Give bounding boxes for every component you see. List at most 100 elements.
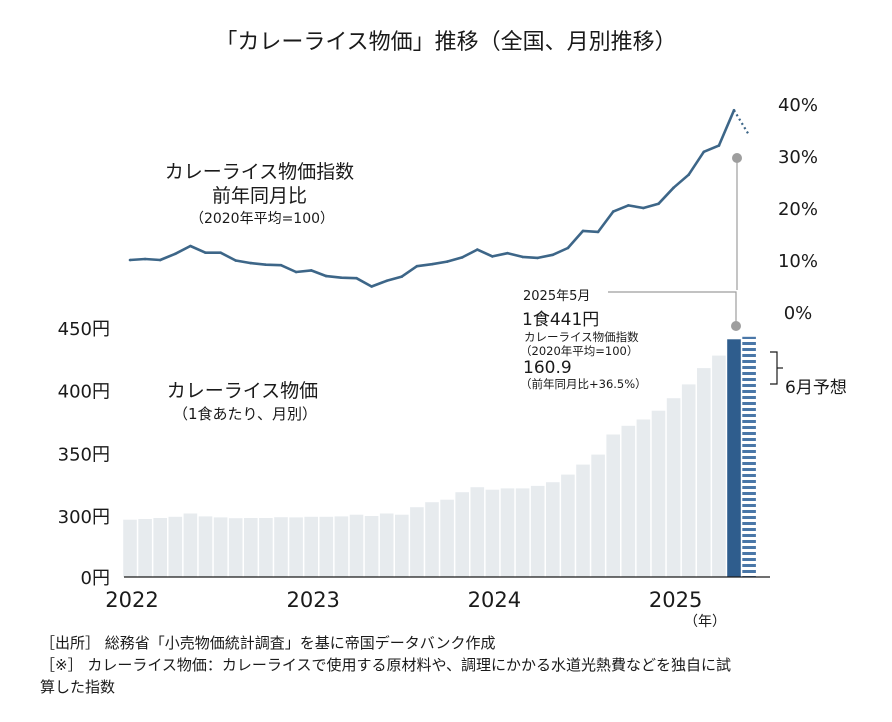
line-label-line3: （2020年平均=100） <box>190 211 334 227</box>
bar-y-tick-label: 350円 <box>58 444 110 465</box>
bar <box>259 518 273 577</box>
line-y-tick-label: 0% <box>784 303 813 324</box>
yoy-point <box>325 274 328 278</box>
line-y-tick-label: 40% <box>778 95 818 116</box>
bar <box>591 454 605 577</box>
bar-label-line1: カレーライス物価 <box>167 380 318 402</box>
yoy-point <box>521 255 524 259</box>
yoy-point <box>430 262 434 266</box>
yoy-point <box>279 263 283 267</box>
yoy-point <box>264 263 268 267</box>
bar <box>425 502 439 577</box>
bar <box>228 518 243 577</box>
x-axis-ticks: 2022 2023 2024 2025 <box>105 588 702 612</box>
yoy-forecast-line <box>733 109 751 136</box>
yoy-point <box>506 251 509 255</box>
yoy-point <box>128 258 132 262</box>
method-note-line1: ［※］ カレーライス物価：カレーライスで使用する原材料や、調理にかかる水道光熱費… <box>40 656 731 674</box>
yoy-point <box>400 275 404 278</box>
yoy-point <box>687 173 690 176</box>
line-y-tick-label: 30% <box>778 147 818 168</box>
forecast-bracket: 6月予想 <box>770 351 847 398</box>
yoy-point <box>596 230 600 234</box>
bar <box>666 398 681 577</box>
bar-y-tick-label: 400円 <box>58 382 110 403</box>
bar <box>651 410 666 577</box>
bar <box>138 519 152 577</box>
yoy-point <box>491 255 494 258</box>
bar-forecast-june-2025 <box>742 336 756 577</box>
bar <box>349 514 364 577</box>
yoy-point <box>158 258 162 262</box>
bar-label-line2: （1食あたり、月別） <box>173 405 317 423</box>
bar <box>289 517 303 577</box>
bar <box>153 518 167 577</box>
line-y-tick-label: 10% <box>778 251 818 272</box>
bar <box>198 516 213 577</box>
yoy-point <box>460 256 464 259</box>
bar <box>379 513 394 577</box>
yoy-point <box>370 285 373 288</box>
chart-title: 「カレーライス物価」推移（全国、月別推移） <box>215 30 676 55</box>
bar-y-tick-label: 300円 <box>58 507 110 528</box>
bar <box>123 519 137 577</box>
bar-y-tick-label: 0円 <box>81 568 110 589</box>
bar <box>244 518 258 577</box>
bar <box>304 516 318 577</box>
yoy-point <box>702 150 706 154</box>
yoy-point <box>415 264 419 268</box>
line-y-tick-label: 20% <box>778 199 818 220</box>
yoy-point <box>581 229 585 233</box>
bar-y-axis-ticks: 450円 400円 350円 300円 0円 <box>58 319 110 589</box>
annotation-price: 1食441円 <box>522 310 599 330</box>
yoy-point <box>204 251 207 254</box>
bar <box>395 514 409 577</box>
yoy-point <box>566 246 570 250</box>
line-y-axis-ticks: 40% 30% 20% 10% 0% <box>778 95 818 324</box>
x-axis-unit: （年） <box>684 614 726 630</box>
bar <box>334 516 349 577</box>
annotation-yoy: （前年同月比+36.5%） <box>520 377 647 391</box>
yoy-point <box>476 248 479 251</box>
bar <box>470 487 485 577</box>
annotation-index-label: カレーライス物価指数 <box>524 330 639 344</box>
yoy-point <box>536 256 539 260</box>
x-tick-label: 2024 <box>468 588 521 612</box>
yoy-point <box>551 253 555 257</box>
yoy-point <box>309 269 313 272</box>
yoy-point <box>234 259 237 262</box>
bar <box>213 517 228 577</box>
bar <box>319 516 334 577</box>
yoy-point <box>672 186 675 189</box>
yoy-point <box>355 276 358 280</box>
yoy-point <box>611 210 615 213</box>
forecast-label: 6月予想 <box>785 378 847 398</box>
bar <box>697 368 711 577</box>
bar <box>621 425 636 577</box>
bar <box>440 499 454 577</box>
line-label-line1: カレーライス物価指数 <box>165 161 354 183</box>
bar <box>168 516 183 577</box>
line-series-label: カレーライス物価指数 前年同月比 （2020年平均=100） <box>165 161 360 227</box>
bar <box>576 464 590 577</box>
annotation-connector-line <box>608 291 737 326</box>
yoy-point <box>219 251 222 254</box>
x-tick-label: 2023 <box>286 588 339 612</box>
bar <box>410 507 424 577</box>
bar-series-label: カレーライス物価 （1食あたり、月別） <box>167 380 324 423</box>
bar <box>274 517 288 577</box>
x-tick-label: 2022 <box>105 588 158 612</box>
yoy-point <box>642 206 645 210</box>
annotation-may-2025: 2025年5月 1食441円 カレーライス物価指数 （2020年平均=100） … <box>520 289 647 391</box>
bar <box>561 474 575 577</box>
line-label-line2: 前年同月比 <box>212 185 307 207</box>
bar <box>455 492 469 577</box>
yoy-point <box>445 260 449 263</box>
bar <box>606 434 620 577</box>
annotation-date: 2025年5月 <box>523 289 590 304</box>
bar <box>485 489 500 577</box>
method-note-line2: 算した指数 <box>40 678 116 696</box>
peak-connector-dot <box>732 153 742 163</box>
bar <box>183 513 198 577</box>
annotation-connectors <box>608 153 742 331</box>
